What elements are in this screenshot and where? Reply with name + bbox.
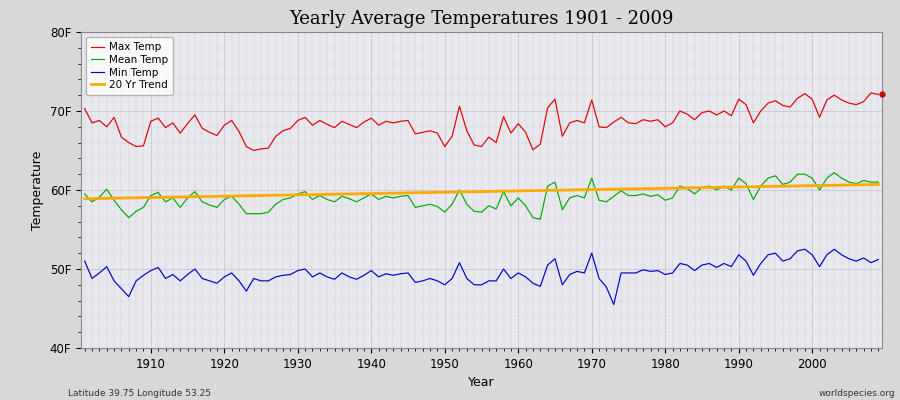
20 Yr Trend: [513, 188, 524, 193]
Max Temp: [513, 121, 524, 126]
Mean Temp: [344, 196, 355, 201]
Min Temp: [79, 259, 90, 264]
Legend: Max Temp, Mean Temp, Min Temp, 20 Yr Trend: Max Temp, Mean Temp, Min Temp, 20 Yr Tre…: [86, 37, 174, 96]
Min Temp: [799, 247, 810, 252]
Y-axis label: Temperature: Temperature: [32, 150, 44, 230]
Min Temp: [300, 266, 310, 271]
Mean Temp: [829, 170, 840, 175]
Min Temp: [138, 273, 148, 278]
X-axis label: Year: Year: [468, 376, 495, 389]
Min Temp: [513, 270, 524, 275]
Line: Max Temp: Max Temp: [85, 93, 878, 150]
Min Temp: [344, 274, 355, 279]
Max Temp: [307, 123, 318, 128]
20 Yr Trend: [344, 192, 355, 196]
20 Yr Trend: [138, 195, 148, 200]
Mean Temp: [138, 205, 148, 210]
20 Yr Trend: [506, 189, 517, 194]
Text: worldspecies.org: worldspecies.org: [819, 389, 896, 398]
Max Temp: [248, 148, 259, 153]
Text: Latitude 39.75 Longitude 53.25: Latitude 39.75 Longitude 53.25: [68, 389, 211, 398]
Max Temp: [79, 106, 90, 111]
Line: Min Temp: Min Temp: [85, 249, 878, 304]
20 Yr Trend: [873, 182, 884, 187]
Title: Yearly Average Temperatures 1901 - 2009: Yearly Average Temperatures 1901 - 2009: [289, 10, 674, 28]
Mean Temp: [513, 196, 524, 200]
Mean Temp: [873, 180, 884, 184]
Min Temp: [601, 285, 612, 290]
Line: Mean Temp: Mean Temp: [85, 173, 878, 219]
Mean Temp: [506, 203, 517, 208]
20 Yr Trend: [601, 187, 612, 192]
Max Temp: [866, 90, 877, 95]
Mean Temp: [535, 217, 545, 222]
Max Temp: [608, 120, 619, 124]
Mean Temp: [300, 189, 310, 194]
Max Temp: [520, 130, 531, 135]
Max Temp: [138, 143, 148, 148]
Min Temp: [506, 276, 517, 281]
Line: 20 Yr Trend: 20 Yr Trend: [85, 184, 878, 199]
Mean Temp: [79, 192, 90, 196]
20 Yr Trend: [300, 192, 310, 197]
Max Temp: [351, 125, 362, 130]
Min Temp: [608, 302, 619, 307]
Mean Temp: [608, 194, 619, 199]
20 Yr Trend: [79, 196, 90, 201]
Max Temp: [873, 92, 884, 97]
Min Temp: [873, 257, 884, 262]
